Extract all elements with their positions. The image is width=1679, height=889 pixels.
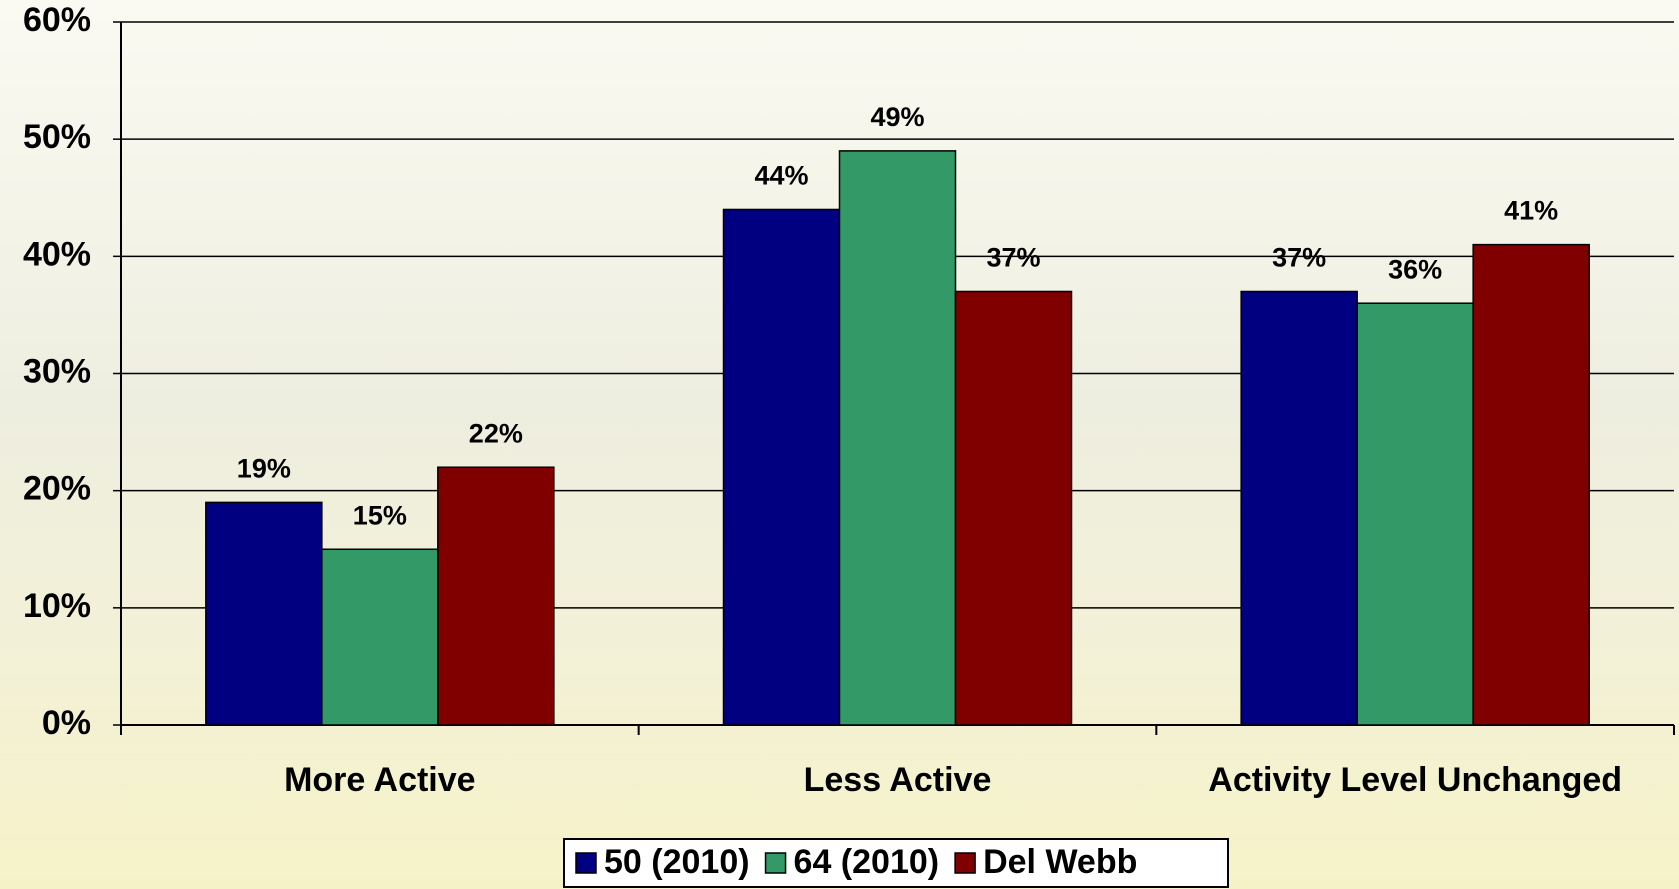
bar (956, 291, 1072, 725)
bar (1473, 245, 1589, 725)
value-label: 19% (237, 454, 291, 484)
bar (1357, 303, 1473, 725)
bar (438, 467, 554, 725)
bar (724, 209, 840, 725)
value-label: 36% (1388, 254, 1442, 284)
x-tick-label: More Active (284, 761, 475, 799)
bar (206, 502, 322, 725)
bar (1241, 291, 1357, 725)
y-tick-label: 50% (23, 118, 91, 156)
value-label: 22% (469, 418, 523, 448)
bar (840, 151, 956, 725)
y-tick-label: 30% (23, 352, 91, 390)
y-tick-label: 40% (23, 235, 91, 273)
value-label: 49% (870, 102, 924, 132)
legend-label: Del Webb (983, 843, 1137, 881)
y-tick-label: 0% (42, 704, 91, 742)
value-label: 15% (353, 500, 407, 530)
value-label: 37% (986, 243, 1040, 273)
x-tick-label: Activity Level Unchanged (1208, 761, 1622, 799)
chart: 0% 10% 20% 30% 40% 50% 60% More Active 19% 15% 22%… (0, 0, 1679, 889)
legend-swatch (766, 853, 786, 873)
bar (322, 549, 438, 725)
legend-label: 64 (2010) (794, 843, 940, 881)
legend-swatch (955, 853, 975, 873)
value-label: 41% (1504, 196, 1558, 226)
value-label: 37% (1272, 243, 1326, 273)
x-tick-label: Less Active (804, 761, 992, 799)
page: 0% 10% 20% 30% 40% 50% 60% More Active 19% 15% 22%… (0, 0, 1679, 889)
y-tick-label: 60% (23, 1, 91, 39)
legend-label: 50 (2010) (604, 843, 750, 881)
y-tick-label: 10% (23, 587, 91, 625)
value-label: 44% (754, 161, 808, 191)
y-tick-label: 20% (23, 470, 91, 508)
legend-swatch (576, 853, 596, 873)
